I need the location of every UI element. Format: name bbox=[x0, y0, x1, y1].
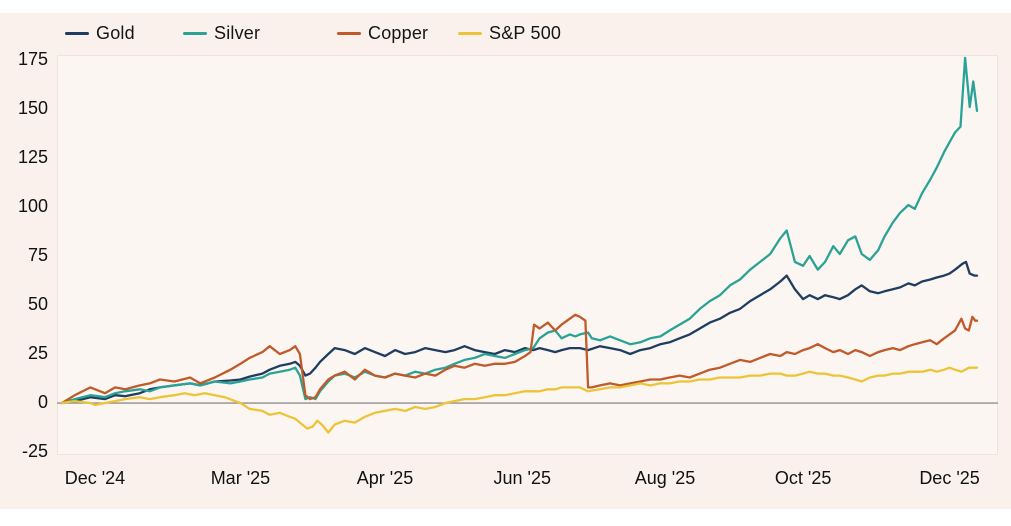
series-line-gold bbox=[60, 260, 979, 405]
series-line-silver bbox=[60, 56, 979, 405]
legend-swatch-gold bbox=[65, 31, 89, 35]
x-tick-label: Dec '24 bbox=[64, 468, 126, 488]
chart-canvas: Gold Silver Copper S&P 500 175 150 125 100 75 50… bbox=[0, 13, 1011, 509]
y-tick-label: -25 bbox=[21, 441, 48, 462]
legend-swatch-s-p-500 bbox=[458, 31, 482, 35]
y-tick-label: 100 bbox=[17, 195, 48, 216]
y-tick-label: 75 bbox=[27, 244, 48, 265]
series-line-s-p-500 bbox=[60, 366, 979, 434]
x-tick-label: Dec '25 bbox=[919, 468, 980, 488]
y-tick-label: 125 bbox=[17, 146, 48, 167]
x-tick-label: Jun '25 bbox=[493, 468, 551, 488]
legend-label-s-p-500: S&P 500 bbox=[489, 22, 562, 43]
legend-swatch-silver bbox=[183, 31, 207, 35]
line-chart-svg bbox=[57, 56, 998, 434]
y-tick-label: 0 bbox=[37, 392, 48, 413]
legend-label-copper: Copper bbox=[368, 22, 429, 43]
x-tick-label: Oct '25 bbox=[774, 468, 832, 488]
legend-item-gold[interactable]: Gold bbox=[65, 20, 135, 46]
y-tick-label: 25 bbox=[27, 343, 48, 364]
series-line-copper bbox=[60, 313, 979, 405]
y-tick-label: 150 bbox=[17, 97, 48, 118]
legend-label-gold: Gold bbox=[96, 22, 135, 43]
x-tick-label: Apr '25 bbox=[356, 468, 414, 488]
x-tick-label: Aug '25 bbox=[634, 468, 696, 488]
legend-swatch-copper bbox=[337, 31, 361, 35]
y-tick-label: 50 bbox=[27, 294, 48, 314]
legend-label-silver: Silver bbox=[214, 22, 261, 43]
chart-legend: Gold Silver Copper S&P 500 bbox=[0, 20, 1011, 50]
plot-area bbox=[57, 55, 998, 455]
legend-item-s-p-500[interactable]: S&P 500 bbox=[458, 20, 561, 46]
legend-item-silver[interactable]: Silver bbox=[183, 20, 260, 46]
y-tick-label: 175 bbox=[17, 48, 48, 69]
x-tick-label: Mar '25 bbox=[210, 468, 271, 488]
legend-item-copper[interactable]: Copper bbox=[337, 20, 428, 46]
